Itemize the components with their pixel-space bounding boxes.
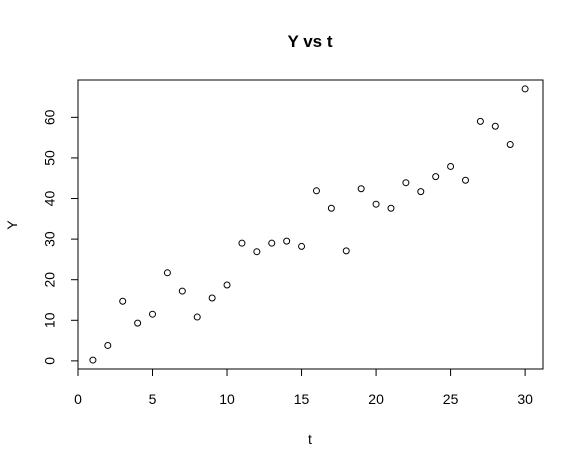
- data-point: [402, 179, 410, 187]
- data-point: [506, 141, 514, 149]
- data-point: [357, 185, 365, 193]
- y-tick-label: 20: [42, 272, 58, 288]
- data-point: [268, 239, 276, 247]
- data-point: [193, 313, 201, 321]
- x-tick-label: 0: [74, 391, 82, 407]
- y-tick-label: 30: [42, 231, 58, 247]
- data-point: [447, 162, 455, 170]
- data-point: [432, 173, 440, 181]
- data-point: [298, 242, 306, 250]
- data-point: [223, 281, 231, 289]
- data-point: [238, 239, 246, 247]
- data-point: [387, 204, 395, 212]
- y-tick-label: 10: [42, 312, 58, 328]
- x-tick-label: 10: [219, 391, 235, 407]
- data-point: [521, 85, 529, 93]
- data-point: [283, 237, 291, 245]
- y-axis: 0 10 20 30 40 50 60: [42, 109, 79, 365]
- data-point: [178, 287, 186, 295]
- data-point: [149, 310, 157, 318]
- x-axis-label: t: [308, 431, 312, 447]
- data-point: [327, 204, 335, 212]
- data-points: [89, 85, 529, 364]
- data-point: [342, 247, 350, 255]
- chart-title: Y vs t: [287, 32, 332, 51]
- data-point: [89, 356, 97, 364]
- x-tick-label: 15: [294, 391, 310, 407]
- y-tick-label: 60: [42, 109, 58, 125]
- x-tick-label: 20: [368, 391, 384, 407]
- y-tick-label: 40: [42, 191, 58, 207]
- y-tick-label: 50: [42, 150, 58, 166]
- data-point: [417, 188, 425, 196]
- data-point: [476, 117, 484, 125]
- data-point: [104, 341, 112, 349]
- x-axis: 0 5 10 15 20 25 30: [74, 368, 533, 407]
- data-point: [134, 319, 142, 327]
- data-point: [208, 294, 216, 302]
- data-point: [462, 176, 469, 184]
- plot-frame: [77, 79, 544, 370]
- data-point: [491, 122, 499, 130]
- data-point: [312, 187, 320, 195]
- y-axis-label: Y: [4, 220, 20, 230]
- x-tick-label: 30: [517, 391, 533, 407]
- data-point: [163, 269, 171, 277]
- x-tick-label: 25: [443, 391, 459, 407]
- x-tick-label: 5: [149, 391, 157, 407]
- data-point: [372, 200, 380, 208]
- data-point: [119, 297, 127, 305]
- data-point: [253, 248, 261, 256]
- y-tick-label: 0: [42, 357, 58, 365]
